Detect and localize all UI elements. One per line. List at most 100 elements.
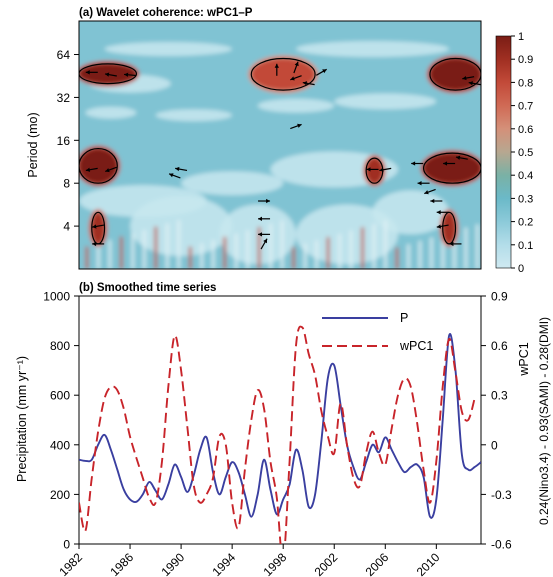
coherence-streak [108, 239, 112, 269]
phase-arrow [258, 198, 271, 204]
coherence-streak [223, 236, 227, 269]
phase-arrow [290, 123, 302, 130]
colorbar-tick-label: 0.3 [518, 193, 533, 205]
phase-arrow [105, 166, 117, 173]
series-line-p [79, 333, 481, 519]
panel-b-ytick-right-label: 0.9 [491, 290, 508, 304]
coherence-streak [188, 246, 192, 269]
legend: P wPC1 [322, 311, 433, 353]
high-coherence-core [251, 58, 316, 91]
phase-arrow [468, 81, 481, 86]
panel-b-xtick-label: 2010 [414, 550, 443, 577]
phase-arrow [449, 241, 462, 247]
phase-arrow [290, 75, 302, 81]
phase-arrow [379, 167, 392, 172]
high-coherence-core [429, 58, 481, 91]
coherence-streak [452, 230, 456, 269]
panel-b-ytick-left-label: 800 [50, 339, 70, 353]
phase-arrow [436, 210, 449, 215]
coherence-streak [326, 237, 330, 269]
high-coherence-core [79, 148, 118, 184]
coherence-streak [257, 227, 261, 269]
phase-arrow [366, 167, 379, 172]
panel-b-ytick-right-label: 0.6 [491, 339, 508, 353]
low-coherence-patch [372, 190, 450, 235]
significance-contour [429, 57, 481, 91]
panel-a-ytick-label: 4 [63, 220, 70, 234]
coherence-streak [200, 243, 204, 269]
colorbar-tick-label: 0.9 [518, 54, 533, 66]
phase-arrow [92, 241, 105, 247]
colorbar-tick-label: 0.5 [518, 147, 533, 159]
panel-b-ytick-left-label: 0 [63, 538, 70, 552]
panel-b-ytick-left-label: 400 [50, 438, 70, 452]
phase-arrow [258, 216, 271, 221]
panel-b-title: (b) Smoothed time series [79, 282, 216, 294]
panel-b-xtick-label: 1994 [209, 550, 238, 577]
coherence-streak [234, 233, 238, 269]
panel-b-ytick-right-label: 0.3 [491, 389, 508, 403]
phase-arrow [417, 181, 430, 186]
phase-arrow [455, 155, 468, 160]
phase-arrow [104, 72, 117, 77]
coherence-streak [96, 243, 100, 269]
panel-a-title: (a) Wavelet coherence: wPC1–P [79, 7, 253, 19]
panel-b-ytick-left-label: 200 [50, 488, 70, 502]
high-coherence-core [442, 212, 456, 244]
panel-b-ytick-right-label: -0.6 [491, 538, 512, 552]
phase-arrow [258, 232, 271, 237]
coherence-streak [395, 247, 399, 269]
coherence-streak [246, 230, 250, 269]
phase-arrow [436, 224, 449, 229]
coherence-map [79, 21, 481, 269]
phase-arrow [124, 72, 137, 77]
panel-b-ylabel-right-formula: 0.24(Nino3.4) - 0.93(SAMI) - 0.28(DMI) [537, 317, 551, 525]
coherence-streak [177, 220, 181, 269]
panel-b-ylabel-left: Precipitation (mm yr⁻¹) [15, 356, 29, 482]
coherence-streak [464, 227, 468, 269]
colorbar-tick-label: 0.8 [518, 77, 533, 89]
phase-arrow [293, 61, 299, 74]
low-coherence-patch [104, 41, 233, 56]
legend-label-wpc1: wPC1 [399, 339, 433, 353]
panel-a-ytick-label: 32 [57, 91, 71, 105]
phase-arrow [315, 68, 327, 76]
coherence-streak [372, 224, 376, 269]
coherence-streak [303, 243, 307, 269]
panel-b-ytick-right-label: 0 [491, 438, 498, 452]
low-coherence-patch [334, 93, 437, 110]
panel-a-ytick-label: 16 [57, 134, 71, 148]
coherence-streak [338, 233, 342, 269]
panel-b-xtick-label: 1982 [56, 550, 85, 577]
phase-arrow [274, 63, 279, 76]
coherence-streak [418, 240, 422, 269]
low-coherence-patch [181, 171, 284, 196]
coherence-streak [429, 237, 433, 269]
panel-b-xtick-label: 2002 [312, 550, 341, 577]
phase-arrow [430, 198, 443, 204]
panel-a-ytick-label: 8 [63, 177, 70, 191]
high-coherence-core [366, 158, 383, 184]
low-coherence-patch [85, 106, 137, 119]
significance-contour [79, 147, 118, 184]
panel-b-ytick-left-label: 600 [50, 389, 70, 403]
colorbar-ticks: 0 0.1 0.2 0.3 0.4 0.5 0.6 0.7 0.8 0.9 1 [511, 31, 533, 275]
coherence-streak [280, 220, 284, 269]
phase-arrow [443, 161, 456, 166]
panel-b-xtick-label: 1986 [107, 550, 136, 577]
panel-a-frame [78, 20, 482, 270]
colorbar-tick-label: 1 [518, 31, 524, 43]
panel-a-ytick-label: 64 [57, 48, 71, 62]
coherence-streak [406, 244, 410, 269]
coherence-streak [154, 226, 158, 269]
phase-arrow [175, 166, 188, 172]
legend-label-p: P [400, 311, 408, 325]
coherence-streak [165, 223, 169, 269]
coherence-streak [119, 236, 123, 269]
coherence-streak [441, 234, 445, 269]
series-line-wpc1 [79, 325, 476, 544]
significance-contour [442, 211, 457, 245]
coherence-streak [361, 227, 365, 269]
colorbar-tick-label: 0.7 [518, 101, 533, 113]
